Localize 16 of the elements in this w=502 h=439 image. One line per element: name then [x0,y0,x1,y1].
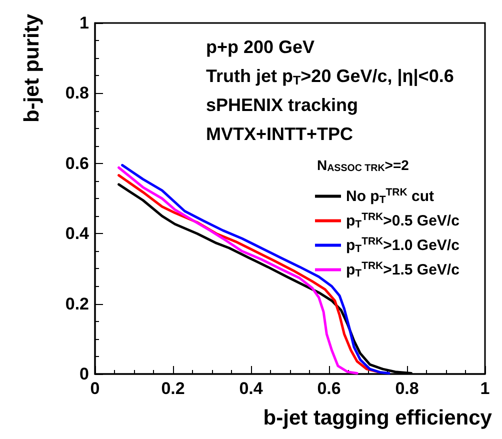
annotation: sPHENIX tracking [206,95,358,115]
x-tick-label: 0.4 [239,379,264,398]
y-tick-label: 0.6 [65,154,89,173]
x-tick-label: 0.6 [317,379,341,398]
y-tick-label: 0.2 [65,294,89,314]
annotation: MVTX+INTT+TPC [206,124,354,144]
x-tick-label: 0.8 [395,379,419,398]
y-tick-label: 0 [80,364,89,384]
x-tick-label: 1 [480,379,490,398]
y-axis-title: b-jet purity [20,14,44,122]
y-tick-label: 1 [80,14,89,32]
x-axis-title: b-jet tagging efficiency [263,406,492,430]
y-tick-label: 0.8 [65,84,89,103]
annotation: p+p 200 GeV [206,37,315,57]
y-tick-label: 0.4 [65,224,90,244]
x-tick-label: 0.2 [161,379,185,398]
